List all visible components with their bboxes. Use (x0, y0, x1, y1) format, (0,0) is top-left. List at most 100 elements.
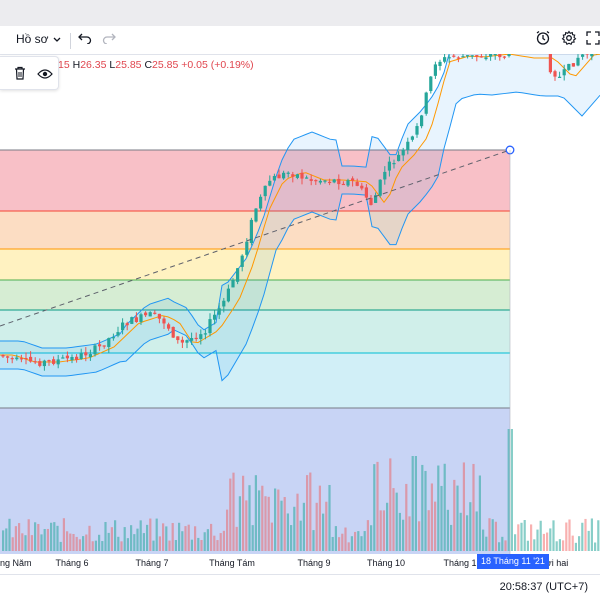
candle-body (567, 64, 570, 70)
undo-button[interactable] (76, 31, 94, 49)
candle-body (38, 361, 41, 366)
volume-bar (367, 520, 369, 551)
volume-bar (50, 523, 52, 551)
volume-bar (168, 541, 170, 551)
volume-bar (184, 526, 186, 551)
eye-icon[interactable] (37, 67, 53, 85)
volume-bar (111, 527, 113, 551)
alert-button[interactable] (534, 31, 552, 49)
candle-body (15, 357, 18, 359)
volume-bar (255, 475, 257, 551)
candle-body (84, 352, 87, 355)
volume-bar (296, 494, 298, 551)
volume-bar (492, 519, 494, 551)
volume-bar (303, 503, 305, 551)
volume-bar (511, 429, 513, 551)
volume-bar (316, 503, 318, 551)
candle-body (549, 54, 552, 72)
candle-body (222, 301, 225, 307)
candle-body (429, 77, 432, 91)
bottom-bar: 20:58:37 (UTC+7) (0, 574, 600, 601)
price-chart[interactable] (0, 54, 600, 554)
candle-body (365, 187, 368, 197)
volume-bar (245, 500, 247, 551)
volume-bar (95, 541, 97, 551)
volume-bar (261, 486, 263, 551)
volume-bar (450, 525, 452, 551)
candle-body (61, 357, 64, 358)
volume-bar (108, 533, 110, 551)
volume-bar (338, 537, 340, 551)
candle-body (11, 358, 14, 359)
volume-bar (556, 541, 558, 551)
candle-body (231, 280, 234, 287)
volume-bar (2, 530, 4, 551)
volume-bar (12, 537, 14, 551)
time-axis-tick: Tháng 1 (443, 558, 476, 568)
volume-bar (591, 518, 593, 551)
volume-bar (335, 526, 337, 551)
volume-bar (136, 529, 138, 551)
volume-bar (463, 462, 465, 551)
candle-body (323, 181, 326, 182)
candle-body (466, 55, 469, 56)
candle-body (452, 56, 455, 57)
volume-bar (332, 537, 334, 551)
volume-bar (447, 510, 449, 551)
candle-body (300, 173, 303, 179)
profile-label: Hồ sơ (16, 32, 49, 46)
volume-bar (431, 483, 433, 551)
volume-bar (66, 531, 68, 551)
volume-bar (37, 524, 39, 551)
volume-bar (21, 533, 23, 551)
candle-body (103, 345, 106, 346)
candle-body (287, 173, 290, 174)
trash-icon[interactable] (14, 66, 26, 85)
candle-body (563, 69, 566, 75)
volume-bar (588, 531, 590, 551)
candle-body (259, 197, 262, 209)
candle-body (411, 136, 414, 139)
settings-button[interactable] (560, 31, 578, 49)
candle-body (116, 332, 119, 336)
candle-body (498, 54, 501, 57)
clock-timezone[interactable]: 20:58:37 (UTC+7) (500, 581, 588, 593)
candle-body (356, 182, 359, 186)
ohlc-change: +0.05 (+0.19%) (181, 59, 253, 71)
volume-bar (242, 476, 244, 551)
fullscreen-button[interactable] (584, 31, 600, 49)
volume-bar (322, 514, 324, 551)
volume-bar (597, 520, 599, 551)
volume-bar (456, 486, 458, 551)
candle-body (503, 57, 506, 58)
volume-bar (175, 540, 177, 551)
candle-body (199, 334, 202, 339)
volume-bar (287, 513, 289, 551)
volume-bar (82, 536, 84, 551)
candle-body (420, 115, 423, 126)
candle-body (57, 359, 60, 364)
candle-body (227, 289, 230, 302)
volume-bar (306, 475, 308, 551)
candle-body (590, 54, 593, 56)
volume-bar (194, 526, 196, 551)
volume-bar (15, 526, 17, 551)
volume-bar (575, 543, 577, 551)
volume-bar (239, 496, 241, 551)
volume-bar (63, 518, 65, 551)
volume-bar (268, 497, 270, 551)
volume-bar (380, 510, 382, 551)
profile-menu-button[interactable]: Hồ sơ (16, 32, 61, 46)
candle-body (144, 313, 147, 316)
candle-body (139, 314, 142, 322)
ohlc-high-value: 26.35 (80, 59, 106, 71)
fullscreen-icon (586, 31, 600, 50)
redo-button[interactable] (100, 31, 118, 49)
volume-bar (8, 519, 10, 551)
candle-body (93, 345, 96, 354)
volume-bar (578, 536, 580, 551)
ohlc-low-value: 25.85 (115, 59, 141, 71)
gear-icon (561, 30, 577, 51)
volume-bar (437, 466, 439, 551)
candle-body (268, 181, 271, 186)
